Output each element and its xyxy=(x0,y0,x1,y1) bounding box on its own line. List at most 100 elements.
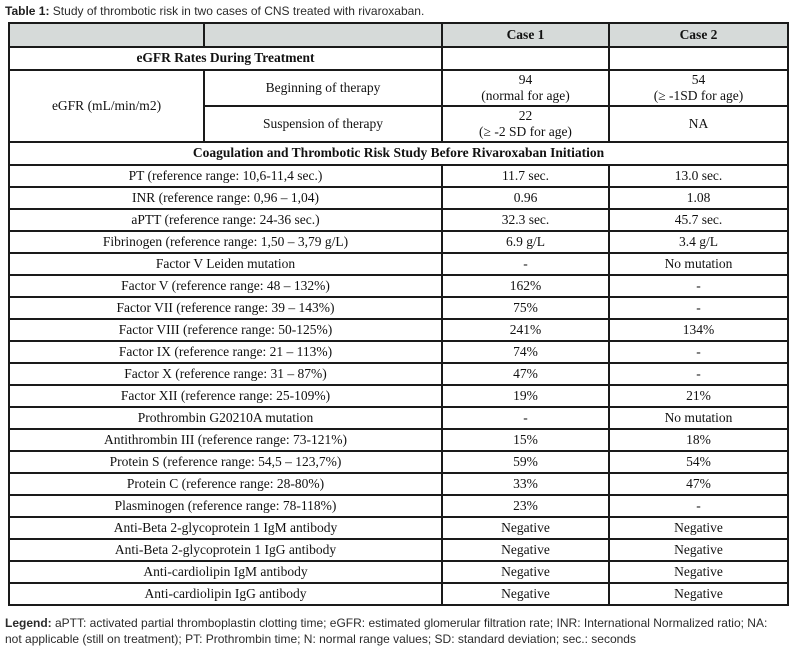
table-row-factor-ix: Factor IX (reference range: 21 – 113%) 7… xyxy=(8,339,789,364)
egfr-section-header-row: eGFR Rates During Treatment xyxy=(8,46,789,71)
param-label-cell: INR (reference range: 0,96 – 1,04) xyxy=(8,185,443,210)
case2-value-cell: 3.4 g/L xyxy=(608,229,789,254)
case1-value-cell: 33% xyxy=(441,471,610,496)
legend-label: Legend: xyxy=(5,615,52,630)
case1-value-cell: 162% xyxy=(441,273,610,298)
case1-value-cell: 241% xyxy=(441,317,610,342)
case2-value-cell: 45.7 sec. xyxy=(608,207,789,232)
header-empty-cell-2 xyxy=(203,22,443,48)
case1-value: 22 xyxy=(518,107,533,123)
table-row-factor-v: Factor V (reference range: 48 – 132%) 16… xyxy=(8,273,789,298)
param-label-cell: Anti-cardiolipin IgM antibody xyxy=(8,559,443,584)
coagulation-section-header-row: Coagulation and Thrombotic Risk Study Be… xyxy=(8,140,789,166)
case1-value-cell: 19% xyxy=(441,383,610,408)
param-label-cell: Antithrombin III (reference range: 73-12… xyxy=(8,427,443,452)
case2-value-cell: Negative xyxy=(608,581,789,606)
case2-value-cell: - xyxy=(608,493,789,518)
egfr-section-empty-case2 xyxy=(608,46,789,71)
param-label-cell: Factor IX (reference range: 21 – 113%) xyxy=(8,339,443,364)
case2-value: NA xyxy=(688,115,709,131)
param-label-cell: Prothrombin G20210A mutation xyxy=(8,405,443,430)
case1-value-cell: - xyxy=(441,251,610,276)
param-label-cell: Factor VII (reference range: 39 – 143%) xyxy=(8,295,443,320)
table-row-anti-beta2-igm: Anti-Beta 2-glycoprotein 1 IgM antibody … xyxy=(8,515,789,540)
case2-value: 54 xyxy=(691,72,706,87)
egfr-unit-label-cell: eGFR (mL/min/m2) xyxy=(8,69,205,143)
case2-value-cell: 54 (≥ -1SD for age) xyxy=(608,69,789,107)
table-row-egfr-beginning: eGFR (mL/min/m2) Beginning of therapy 94… xyxy=(8,69,789,143)
case2-value-cell: NA xyxy=(608,104,789,143)
table-row-factor-vii: Factor VII (reference range: 39 – 143%) … xyxy=(8,295,789,320)
param-label-cell: aPTT (reference range: 24-36 sec.) xyxy=(8,207,443,232)
table-row-factor-viii: Factor VIII (reference range: 50-125%) 2… xyxy=(8,317,789,342)
table-header-row: Case 1 Case 2 xyxy=(8,22,789,48)
case2-value-cell: 47% xyxy=(608,471,789,496)
param-label-cell: Plasminogen (reference range: 78-118%) xyxy=(8,493,443,518)
case2-value-cell: Negative xyxy=(608,559,789,584)
param-label-cell: Factor XII (reference range: 25-109%) xyxy=(8,383,443,408)
case1-value-cell: Negative xyxy=(441,515,610,540)
case2-value-cell: - xyxy=(608,339,789,364)
case1-value-cell: 75% xyxy=(441,295,610,320)
case1-value-cell: 94 (normal for age) xyxy=(441,69,610,107)
table-caption: Table 1: Study of thrombotic risk in two… xyxy=(5,4,789,19)
case1-value-cell: 22 (≥ -2 SD for age) xyxy=(441,104,610,143)
case2-value-cell: 54% xyxy=(608,449,789,474)
case1-value-cell: Negative xyxy=(441,559,610,584)
header-case1-cell: Case 1 xyxy=(441,22,610,48)
param-label-cell: Factor VIII (reference range: 50-125%) xyxy=(8,317,443,342)
table-row-factor-x: Factor X (reference range: 31 – 87%) 47%… xyxy=(8,361,789,386)
table-row-pt: PT (reference range: 10,6-11,4 sec.) 11.… xyxy=(8,163,789,188)
case2-value-cell: No mutation xyxy=(608,405,789,430)
param-label-cell: Anti-cardiolipin IgG antibody xyxy=(8,581,443,606)
table-row-prothrombin-mutation: Prothrombin G20210A mutation - No mutati… xyxy=(8,405,789,430)
param-label-cell: Protein C (reference range: 28-80%) xyxy=(8,471,443,496)
case2-value-cell: - xyxy=(608,361,789,386)
case1-value-cell: 15% xyxy=(441,427,610,452)
case1-value-cell: 11.7 sec. xyxy=(441,163,610,188)
page: Table 1: Study of thrombotic risk in two… xyxy=(0,4,789,662)
egfr-section-title-cell: eGFR Rates During Treatment xyxy=(8,46,443,71)
coagulation-section-title-cell: Coagulation and Thrombotic Risk Study Be… xyxy=(8,140,789,166)
table-row-egfr-suspension: Suspension of therapy 22 (≥ -2 SD for ag… xyxy=(9,104,789,143)
table-row-aptt: aPTT (reference range: 24-36 sec.) 32.3 … xyxy=(8,207,789,232)
table-row-anti-beta2-igg: Anti-Beta 2-glycoprotein 1 IgG antibody … xyxy=(8,537,789,562)
case2-value-cell: 134% xyxy=(608,317,789,342)
header-case2-cell: Case 2 xyxy=(608,22,789,48)
case2-note: (≥ -1SD for age) xyxy=(653,87,744,103)
table-caption-label: Table 1: xyxy=(5,4,50,18)
case2-value-cell: No mutation xyxy=(608,251,789,276)
case2-value-cell: 1.08 xyxy=(608,185,789,210)
case2-value-cell: 13.0 sec. xyxy=(608,163,789,188)
param-label-cell: Factor V (reference range: 48 – 132%) xyxy=(8,273,443,298)
case1-value-cell: 74% xyxy=(441,339,610,364)
case1-value-cell: 32.3 sec. xyxy=(441,207,610,232)
case1-note: (≥ -2 SD for age) xyxy=(479,123,572,139)
table-legend: Legend: aPTT: activated partial thrombop… xyxy=(5,615,784,647)
egfr-section-empty-case1 xyxy=(441,46,610,71)
param-label-cell: Anti-Beta 2-glycoprotein 1 IgG antibody xyxy=(8,537,443,562)
param-label-cell: Fibrinogen (reference range: 1,50 – 3,79… xyxy=(8,229,443,254)
case2-value-cell: 21% xyxy=(608,383,789,408)
case1-value: 94 xyxy=(518,72,533,87)
table-row-factor-v-leiden: Factor V Leiden mutation - No mutation xyxy=(8,251,789,276)
study-table: Case 1 Case 2 eGFR Rates During Treatmen… xyxy=(8,22,789,606)
table-row-protein-s: Protein S (reference range: 54,5 – 123,7… xyxy=(8,449,789,474)
param-label-cell: Anti-Beta 2-glycoprotein 1 IgM antibody xyxy=(8,515,443,540)
table-row-factor-xii: Factor XII (reference range: 25-109%) 19… xyxy=(8,383,789,408)
case1-value-cell: Negative xyxy=(441,581,610,606)
case2-value-cell: - xyxy=(608,295,789,320)
case1-value-cell: 0.96 xyxy=(441,185,610,210)
case2-value-cell: Negative xyxy=(608,515,789,540)
table-row-inr: INR (reference range: 0,96 – 1,04) 0.96 … xyxy=(8,185,789,210)
param-label-cell: Protein S (reference range: 54,5 – 123,7… xyxy=(8,449,443,474)
case1-value-cell: 47% xyxy=(441,361,610,386)
case2-value-cell: Negative xyxy=(608,537,789,562)
case2-value-cell: - xyxy=(608,273,789,298)
param-label-cell: Beginning of therapy xyxy=(203,69,443,107)
case1-value-cell: 59% xyxy=(441,449,610,474)
case1-note: (normal for age) xyxy=(481,87,570,103)
param-label-cell: Factor V Leiden mutation xyxy=(8,251,443,276)
legend-text: aPTT: activated partial thromboplastin c… xyxy=(5,615,768,646)
header-empty-cell-1 xyxy=(8,22,205,48)
